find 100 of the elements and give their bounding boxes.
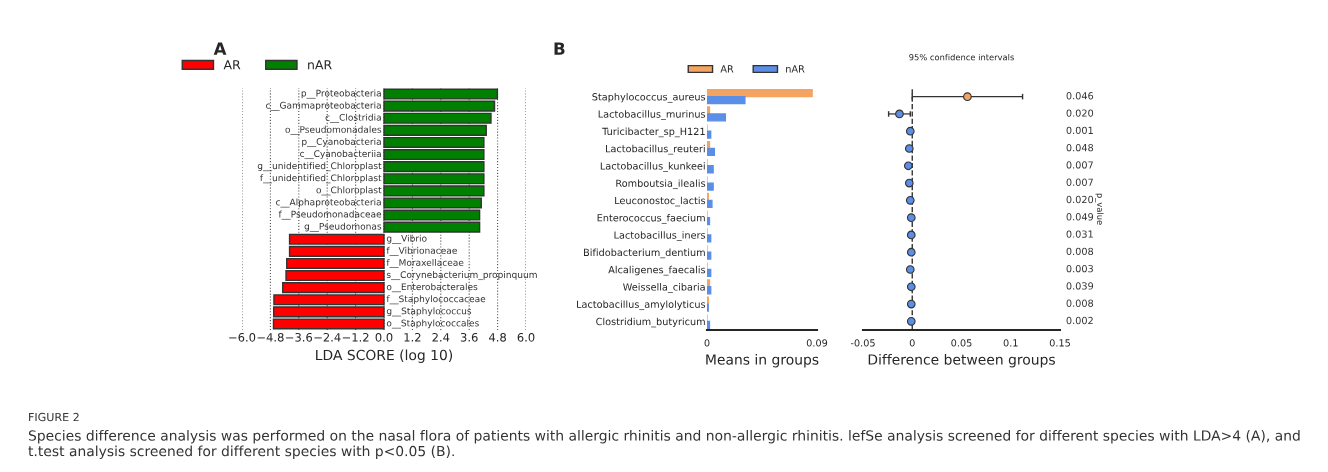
- point: [905, 195, 915, 205]
- y-tick-label: p__Cyanobacteria: [302, 137, 381, 147]
- y-tick-label: s__Corynebacterium_propinquum: [386, 271, 537, 281]
- y-tick-label: c__Gammaproteobacteria: [266, 101, 381, 111]
- y-tick-label: Lactobacillus_iners: [614, 231, 706, 241]
- x-tick-label: −4.8: [257, 332, 284, 342]
- text: 0.039: [1066, 282, 1094, 290]
- text: 0.001: [1066, 126, 1093, 135]
- text: 0.020: [1066, 195, 1094, 204]
- x-tick-label: -0.05: [850, 339, 875, 347]
- x-tick-label: 4.8: [489, 332, 506, 342]
- y-tick-label: c__Clostridia: [325, 113, 381, 123]
- bar: [707, 268, 712, 278]
- y-tick-label: f__Vibrionaceae: [386, 246, 457, 256]
- text: 0.048: [1066, 143, 1094, 152]
- bar: [707, 113, 727, 122]
- text: 0.046: [1066, 92, 1094, 100]
- text: 0.002: [1066, 316, 1093, 325]
- caption: FIGURE 2: [29, 412, 79, 422]
- x-tick-label: −2.4: [314, 332, 341, 342]
- point: [906, 213, 916, 223]
- y-tick-label: Turicibacter_sp_H121: [602, 127, 705, 138]
- y-tick-label: f__unidentified_Chloroplast: [260, 174, 382, 184]
- bar: [707, 234, 712, 243]
- y-tick-label: Lactobacillus_kunkeei: [600, 162, 705, 172]
- y-tick-label: o__Staphylococcales: [386, 319, 479, 329]
- text: 0.007: [1066, 178, 1093, 186]
- x-tick-label: 0: [909, 339, 915, 347]
- point: [963, 92, 972, 102]
- y-tick-label: Clostridium_butyricum: [596, 317, 705, 328]
- bar: [707, 216, 711, 226]
- y-tick-label: c__Alphaproteobacteria: [276, 198, 381, 208]
- x-tick-label: 1.2: [404, 332, 421, 342]
- y-tick-label: o__Pseudomonadales: [285, 125, 382, 135]
- y2-axis-title: p_value: [1095, 193, 1104, 225]
- x-tick-label: 0.1: [1003, 339, 1018, 347]
- x-tick-label: −1.2: [342, 332, 369, 342]
- y-tick-label: Lactobacillus_murinus: [598, 110, 706, 120]
- y-tick-label: g__unidentified_Chloroplast: [257, 162, 382, 172]
- y-tick-label: Leuconostoc_lactis: [615, 196, 706, 207]
- y-tick-label: Weissella_cibaria: [623, 283, 705, 293]
- text: 0.007: [1066, 161, 1093, 169]
- bar: [707, 286, 712, 295]
- text: 0.008: [1066, 299, 1094, 307]
- point: [906, 282, 916, 292]
- y-tick-label: Romboutsia_ilealis: [616, 179, 706, 190]
- text: 0.031: [1066, 230, 1093, 238]
- y-tick-label: f__Moraxellaceae: [386, 258, 464, 268]
- y-tick-label: Enterococcus_faecium: [597, 213, 705, 224]
- point: [906, 316, 916, 326]
- y-tick-label: g__Staphylococcus: [386, 307, 472, 317]
- bar: [707, 165, 714, 174]
- x-tick-label: 3.6: [460, 332, 478, 342]
- y-tick-label: f__Staphylococcaceae: [386, 295, 486, 305]
- x-axis-title: LDA SCORE (log 10): [316, 349, 453, 363]
- x-axis-title: Difference between groups: [868, 353, 1055, 368]
- y-tick-label: f__Pseudomonadaceae: [278, 210, 382, 220]
- legend-label: nAR: [308, 60, 332, 70]
- y-tick-label: Lactobacillus_reuteri: [606, 144, 705, 155]
- y-tick-label: c__Cyanobacteriia: [300, 150, 381, 160]
- legend-label: nAR: [786, 65, 805, 73]
- text: B: [554, 42, 565, 55]
- point: [903, 161, 913, 171]
- y-tick-label: g__Vibrio: [386, 234, 427, 244]
- bar: [707, 130, 712, 139]
- x-tick-label: 0.0: [375, 332, 393, 342]
- legend-label: AR: [720, 65, 734, 73]
- bar: [707, 199, 713, 208]
- point: [905, 126, 915, 136]
- bar: [707, 89, 813, 98]
- point: [904, 178, 914, 188]
- legend-label: AR: [223, 60, 241, 70]
- chart-title: 95% confidence intervals: [909, 53, 1014, 61]
- text: 0.003: [1066, 264, 1093, 273]
- y-tick-label: Staphylococcus_aureus: [592, 92, 706, 103]
- bar: [707, 251, 712, 260]
- x-tick-label: 6.0: [517, 332, 535, 342]
- chart-title: A: [213, 42, 227, 55]
- point: [895, 109, 904, 119]
- x-tick-label: 0.15: [1049, 339, 1070, 347]
- y-tick-label: Bifidobacterium_dentium: [584, 248, 705, 259]
- bar: [707, 320, 711, 329]
- x-tick-label: −3.6: [286, 332, 313, 342]
- y-tick-label: Lactobacillus_amylolyticus: [577, 300, 706, 311]
- text: Species difference analysis was performed on the nasal flora of patients with allergic rhinitis and non-allergic rhinitis. lefSe analysis screened for different species with LDA>4 (A), and t.test analysis screened for different species with p<0.05 (B).: [28, 430, 1300, 459]
- x-tick-label: 0.09: [806, 339, 828, 347]
- y-tick-label: p__Proteobacteria: [301, 89, 381, 99]
- x-tick-label: 2.4: [432, 332, 450, 342]
- x-axis-title: Means in groups: [706, 353, 819, 368]
- y-tick-label: Alcaligenes_faecalis: [608, 265, 706, 276]
- point: [906, 230, 916, 240]
- point: [904, 144, 914, 153]
- point: [906, 299, 916, 309]
- y-tick-label: g__Pseudomonas: [304, 222, 382, 232]
- point: [905, 265, 915, 274]
- x-tick-label: 0.05: [951, 339, 972, 347]
- text: 0.020: [1066, 109, 1094, 117]
- bar: [707, 95, 746, 105]
- y-tick-label: o__Enterobacterales: [386, 283, 478, 293]
- y-tick-label: o__Chloroplast: [316, 186, 382, 196]
